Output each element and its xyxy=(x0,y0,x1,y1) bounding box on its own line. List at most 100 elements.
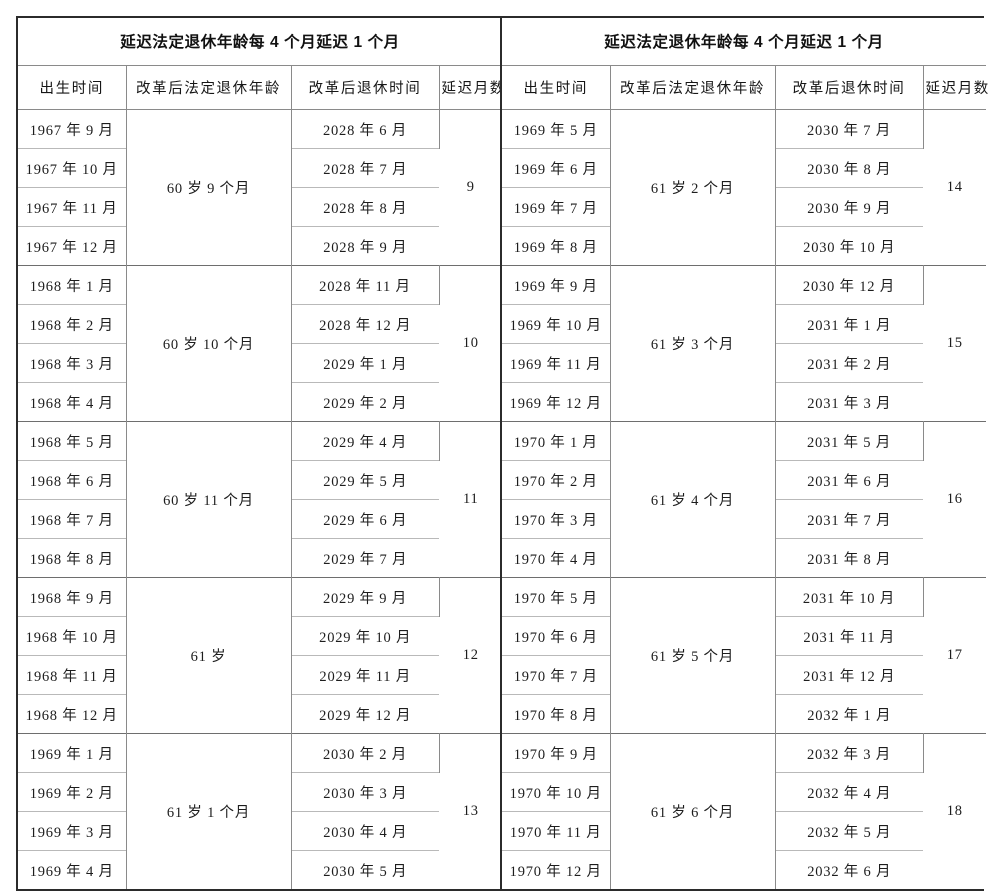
cell-retirement-date: 2028 年 9 月 xyxy=(291,226,439,266)
cell-birth-date: 1968 年 5 月 xyxy=(18,421,127,461)
cell-retirement-date: 2029 年 4 月 xyxy=(291,421,440,461)
table-row: 1970 年 1 月 61 岁 4 个月 2031 年 5 月 16 xyxy=(502,421,987,578)
cell-birth-date: 1969 年 7 月 xyxy=(502,187,611,227)
table-caption: 延迟法定退休年龄每 4 个月延迟 1 个月 xyxy=(18,18,503,66)
table-row: 1970 年 3 月 2031 年 7 月 xyxy=(502,499,986,539)
cell-birth-date: 1968 年 1 月 xyxy=(18,265,127,305)
cell-birth-date: 1970 年 1 月 xyxy=(502,421,611,461)
cell-birth-date: 1969 年 6 月 xyxy=(502,148,611,188)
cell-birth-date: 1969 年 9 月 xyxy=(502,265,611,305)
table-row: 1969 年 7 月 2030 年 9 月 xyxy=(502,187,986,227)
cell-delay-months: 13 xyxy=(439,733,503,889)
table-row: 1970 年 5 月 61 岁 5 个月 2031 年 10 月 17 xyxy=(502,577,987,734)
cell-birth-date: 1969 年 5 月 xyxy=(502,109,611,149)
cell-retirement-date: 2031 年 11 月 xyxy=(775,616,923,656)
table-header-row: 出生时间 改革后法定退休年龄 改革后退休时间 延迟月数 xyxy=(502,65,988,110)
cell-retirement-date: 2029 年 9 月 xyxy=(291,577,440,617)
retirement-schedule-table: 延迟法定退休年龄每 4 个月延迟 1 个月 出生时间 改革后法定退休年龄 改革后… xyxy=(18,18,504,889)
cell-retirement-date: 2028 年 12 月 xyxy=(291,304,439,344)
column-header-age: 改革后法定退休年龄 xyxy=(610,65,776,110)
table-row: 1968 年 8 月 2029 年 7 月 xyxy=(18,538,502,578)
cell-birth-date: 1970 年 5 月 xyxy=(502,577,611,617)
cell-retirement-date: 2030 年 8 月 xyxy=(775,148,923,188)
cell-retirement-age: 61 岁 5 个月 xyxy=(610,577,776,734)
cell-retirement-date: 2031 年 6 月 xyxy=(775,460,923,500)
cell-retirement-age: 61 岁 1 个月 xyxy=(126,733,292,889)
cell-birth-date: 1970 年 9 月 xyxy=(502,733,611,773)
cell-birth-date: 1969 年 12 月 xyxy=(502,382,611,422)
cell-retirement-date: 2030 年 10 月 xyxy=(775,226,923,266)
cell-retirement-date: 2031 年 7 月 xyxy=(775,499,923,539)
cell-birth-date: 1968 年 6 月 xyxy=(18,460,127,500)
table-row: 1970 年 6 月 2031 年 11 月 xyxy=(502,616,986,656)
cell-birth-date: 1970 年 7 月 xyxy=(502,655,611,695)
cell-retirement-date: 2028 年 7 月 xyxy=(291,148,439,188)
cell-birth-date: 1970 年 11 月 xyxy=(502,811,611,851)
cell-retirement-date: 2029 年 2 月 xyxy=(291,382,439,422)
cell-retirement-date: 2031 年 8 月 xyxy=(775,538,923,578)
retirement-schedule-table: 延迟法定退休年龄每 4 个月延迟 1 个月 出生时间 改革后法定退休年龄 改革后… xyxy=(502,18,988,889)
cell-birth-date: 1967 年 10 月 xyxy=(18,148,127,188)
cell-birth-date: 1970 年 10 月 xyxy=(502,772,611,812)
cell-birth-date: 1969 年 3 月 xyxy=(18,811,127,851)
cell-birth-date: 1968 年 2 月 xyxy=(18,304,127,344)
cell-retirement-date: 2030 年 3 月 xyxy=(291,772,439,812)
cell-retirement-date: 2031 年 2 月 xyxy=(775,343,923,383)
cell-retirement-date: 2028 年 6 月 xyxy=(291,109,440,149)
table-row: 1968 年 10 月 2029 年 10 月 xyxy=(18,616,502,656)
table-row: 1967 年 11 月 2028 年 8 月 xyxy=(18,187,502,227)
table-row: 1970 年 9 月 61 岁 6 个月 2032 年 3 月 18 xyxy=(502,733,987,889)
cell-retirement-date: 2029 年 11 月 xyxy=(291,655,439,695)
cell-delay-months: 14 xyxy=(923,109,987,266)
table-row: 1967 年 10 月 2028 年 7 月 xyxy=(18,148,502,188)
table-row: 1968 年 9 月 61 岁 2029 年 9 月 12 xyxy=(18,577,503,734)
cell-delay-months: 18 xyxy=(923,733,987,889)
cell-birth-date: 1968 年 10 月 xyxy=(18,616,127,656)
cell-retirement-date: 2030 年 5 月 xyxy=(291,850,439,889)
cell-birth-date: 1970 年 6 月 xyxy=(502,616,611,656)
cell-birth-date: 1968 年 8 月 xyxy=(18,538,127,578)
table-row: 1967 年 12 月 2028 年 9 月 xyxy=(18,226,502,266)
cell-retirement-date: 2029 年 12 月 xyxy=(291,694,439,734)
cell-birth-date: 1970 年 4 月 xyxy=(502,538,611,578)
cell-birth-date: 1968 年 9 月 xyxy=(18,577,127,617)
cell-birth-date: 1969 年 4 月 xyxy=(18,850,127,889)
cell-delay-months: 16 xyxy=(923,421,987,578)
column-header-delay: 延迟月数 xyxy=(923,65,988,110)
table-header-row: 出生时间 改革后法定退休年龄 改革后退休时间 延迟月数 xyxy=(18,65,504,110)
cell-birth-date: 1970 年 3 月 xyxy=(502,499,611,539)
cell-birth-date: 1967 年 12 月 xyxy=(18,226,127,266)
cell-birth-date: 1969 年 11 月 xyxy=(502,343,611,383)
table-head: 延迟法定退休年龄每 4 个月延迟 1 个月 出生时间 改革后法定退休年龄 改革后… xyxy=(18,18,504,110)
table-title-row: 延迟法定退休年龄每 4 个月延迟 1 个月 xyxy=(18,18,503,66)
table-row: 1969 年 10 月 2031 年 1 月 xyxy=(502,304,986,344)
cell-retirement-date: 2030 年 12 月 xyxy=(775,265,924,305)
table-row: 1968 年 6 月 2029 年 5 月 xyxy=(18,460,502,500)
cell-retirement-age: 61 岁 3 个月 xyxy=(610,265,776,422)
cell-delay-months: 15 xyxy=(923,265,987,422)
table-row: 1968 年 7 月 2029 年 6 月 xyxy=(18,499,502,539)
table-row: 1968 年 4 月 2029 年 2 月 xyxy=(18,382,502,422)
cell-retirement-date: 2032 年 6 月 xyxy=(775,850,923,889)
cell-retirement-date: 2032 年 1 月 xyxy=(775,694,923,734)
cell-retirement-date: 2030 年 4 月 xyxy=(291,811,439,851)
table-row: 1969 年 9 月 61 岁 3 个月 2030 年 12 月 15 xyxy=(502,265,987,422)
table-row: 1969 年 11 月 2031 年 2 月 xyxy=(502,343,986,383)
cell-retirement-date: 2028 年 8 月 xyxy=(291,187,439,227)
table-row: 1968 年 5 月 60 岁 11 个月 2029 年 4 月 11 xyxy=(18,421,503,578)
cell-birth-date: 1969 年 1 月 xyxy=(18,733,127,773)
cell-retirement-date: 2029 年 1 月 xyxy=(291,343,439,383)
cell-birth-date: 1969 年 2 月 xyxy=(18,772,127,812)
cell-birth-date: 1970 年 12 月 xyxy=(502,850,611,889)
table-row: 1970 年 4 月 2031 年 8 月 xyxy=(502,538,986,578)
cell-retirement-date: 2029 年 10 月 xyxy=(291,616,439,656)
table-row: 1968 年 1 月 60 岁 10 个月 2028 年 11 月 10 xyxy=(18,265,503,422)
page-root: 延迟法定退休年龄每 4 个月延迟 1 个月 出生时间 改革后法定退休年龄 改革后… xyxy=(16,16,989,891)
cell-birth-date: 1968 年 3 月 xyxy=(18,343,127,383)
table-row: 1969 年 1 月 61 岁 1 个月 2030 年 2 月 13 xyxy=(18,733,503,889)
table-row: 1968 年 2 月 2028 年 12 月 xyxy=(18,304,502,344)
column-header-birth: 出生时间 xyxy=(18,65,127,110)
retirement-table-right: 延迟法定退休年龄每 4 个月延迟 1 个月 出生时间 改革后法定退休年龄 改革后… xyxy=(500,16,988,891)
retirement-table-left: 延迟法定退休年龄每 4 个月延迟 1 个月 出生时间 改革后法定退休年龄 改革后… xyxy=(16,16,504,891)
cell-retirement-age: 60 岁 10 个月 xyxy=(126,265,292,422)
